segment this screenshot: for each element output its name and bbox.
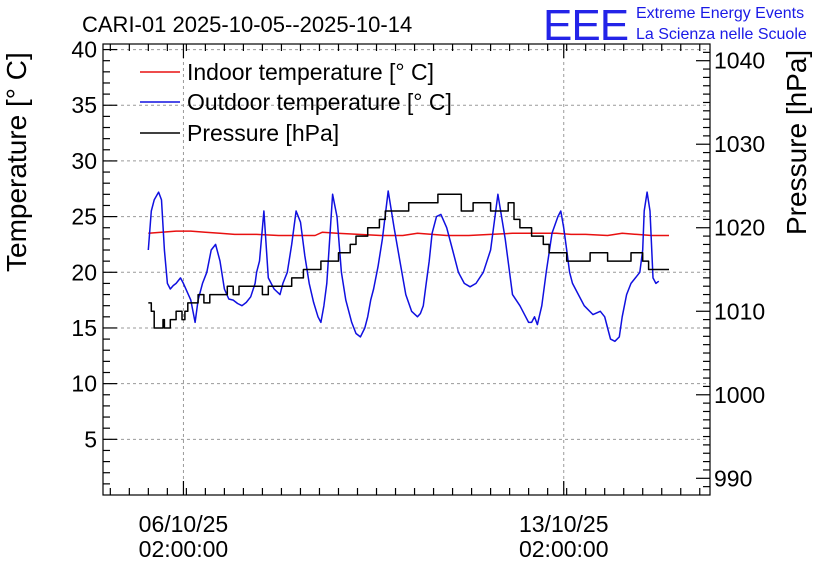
legend-label-pressure: Pressure [hPa] <box>187 120 339 146</box>
series-outdoor-temperature <box>147 190 660 343</box>
eee-logo: EEE Extreme Energy Events La Scienza nel… <box>543 1 807 50</box>
y2-tick-label: 1030 <box>714 131 765 157</box>
axes: 5 10 15 20 25 30 35 40 990 1000 1010 1020 1030 1040 06… <box>71 37 765 562</box>
y2-axis-title: Pressure [hPa] <box>781 50 812 235</box>
y-tick-label: 20 <box>71 259 97 285</box>
legend-label-indoor: Indoor temperature [° C] <box>187 59 434 85</box>
y2-tick-label: 1010 <box>714 298 765 324</box>
legend-label-outdoor: Outdoor temperature [° C] <box>187 89 452 115</box>
y2-tick-label: 1020 <box>714 215 765 241</box>
y2-tick-label: 990 <box>714 465 752 491</box>
y-tick-label: 30 <box>71 148 97 174</box>
y-tick-label: 15 <box>71 315 97 341</box>
y-tick-label: 5 <box>84 426 97 452</box>
legend: Indoor temperature [° C] Outdoor tempera… <box>140 59 452 146</box>
y2-tick-label: 1040 <box>714 48 765 74</box>
y2-tick-label: 1000 <box>714 382 765 408</box>
grid-lines <box>103 44 710 495</box>
x-tick-date: 13/10/25 <box>519 511 609 537</box>
y-tick-label: 25 <box>71 204 97 230</box>
series-indoor-temperature <box>148 230 669 237</box>
x-tick-date: 06/10/25 <box>139 511 229 537</box>
y-tick-label: 10 <box>71 371 97 397</box>
chart-title: CARI-01 2025-10-05--2025-10-14 <box>82 12 412 37</box>
logo-line-1: Extreme Energy Events <box>636 5 804 22</box>
x-tick-time: 02:00:00 <box>139 536 229 562</box>
logo-line-2: La Scienza nelle Scuole <box>636 26 807 43</box>
series-lines <box>147 190 669 343</box>
y-axis-title: Temperature [° C] <box>1 52 32 272</box>
logo-eee: EEE <box>543 1 628 50</box>
series-pressure <box>148 193 669 329</box>
y-tick-label: 35 <box>71 92 97 118</box>
y-tick-label: 40 <box>71 37 97 63</box>
x-tick-time: 02:00:00 <box>519 536 609 562</box>
